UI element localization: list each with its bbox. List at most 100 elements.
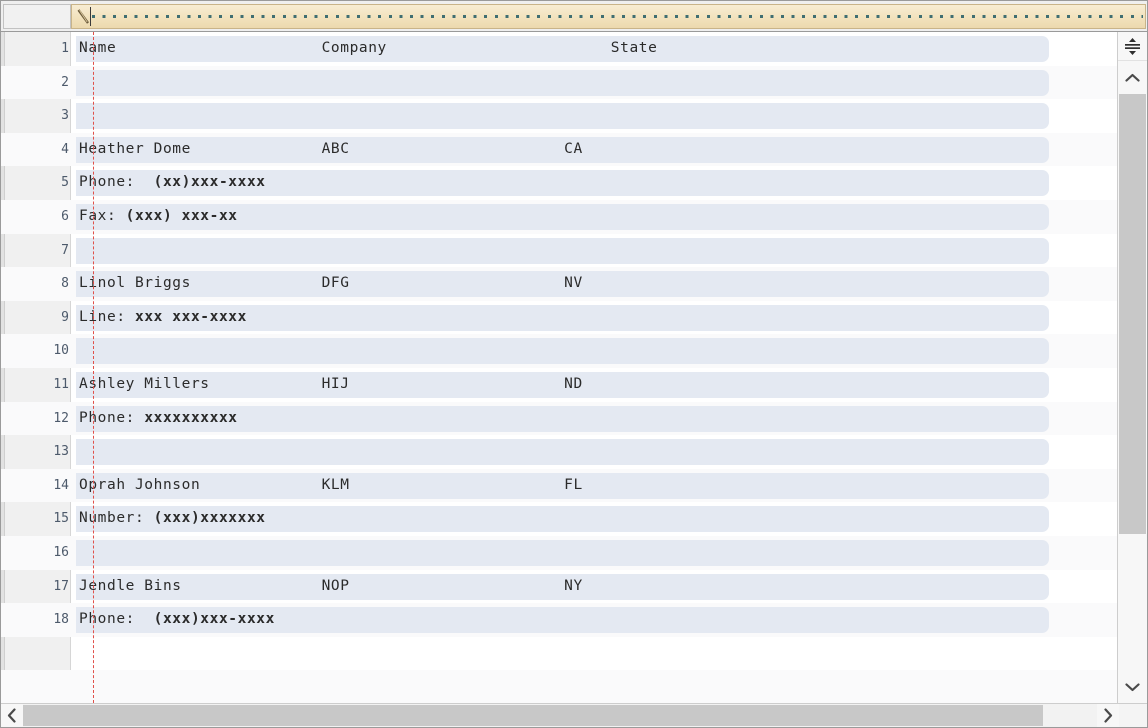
line-text[interactable]: Number: (xxx)xxxxxxx (79, 502, 266, 536)
text-run: Phone: (79, 174, 154, 191)
vertical-scroll-track[interactable] (1118, 94, 1147, 670)
line-highlight-band (76, 271, 1049, 298)
line-highlight-band (76, 304, 1049, 331)
document-line[interactable]: 6 Fax: (xxx) xxx-xx (1, 199, 1117, 234)
text-run-bold: xxxxxxxxxx (144, 409, 238, 426)
line-number: 2 (61, 74, 69, 90)
line-number: 7 (61, 242, 69, 258)
line-number: 12 (53, 410, 69, 426)
line-text[interactable]: Jendle Bins NOP NY (79, 570, 583, 604)
document-line[interactable]: 4 Heather Dome ABC CA (1, 132, 1117, 167)
horizontal-ruler[interactable] (71, 4, 1146, 29)
scroll-down-button[interactable] (1118, 670, 1147, 703)
line-highlight-band (76, 539, 1049, 566)
line-text[interactable]: Phone: (xx)xxx-xxxx (79, 166, 266, 200)
line-number: 4 (61, 141, 69, 157)
document-line[interactable]: 3 (1, 99, 1117, 133)
line-highlight-band (76, 573, 1049, 600)
line-text[interactable]: Phone: (xxx)xxx-xxxx (79, 603, 275, 637)
document-line[interactable]: 2 (1, 65, 1117, 100)
text-run: ABC (190, 140, 350, 157)
document-line[interactable]: 17 Jendle Bins NOP NY (1, 570, 1117, 604)
line-text[interactable]: Name Company State (79, 32, 657, 66)
line-text[interactable]: Ashley Millers HIJ ND (79, 368, 583, 402)
split-pane-icon (1125, 37, 1140, 55)
line-highlight-band (76, 439, 1049, 466)
chevron-up-icon (1125, 73, 1140, 82)
document-line[interactable]: 10 (1, 334, 1117, 368)
line-text[interactable]: Heather Dome ABC CA (79, 133, 583, 167)
editor-area[interactable]: 1 Name Company State 2 3 4 Heather Dome ABC C… (1, 32, 1147, 703)
text-run: Line: (79, 308, 135, 325)
horizontal-scrollbar[interactable] (1, 703, 1147, 727)
line-text[interactable]: Fax: (xxx) xxx-xx (79, 200, 238, 234)
line-text[interactable]: Phone: xxxxxxxxxx (79, 402, 238, 436)
text-run: Phone: (79, 611, 154, 628)
line-highlight-band (76, 237, 1049, 264)
document-line[interactable]: 9 Line: xxx xxx-xxxx (1, 301, 1117, 335)
text-run: Fax: (79, 207, 126, 224)
ruler-strip (1, 1, 1147, 32)
line-number: 18 (53, 612, 69, 628)
scroll-left-button[interactable] (1, 704, 23, 727)
line-highlight-band (76, 472, 1049, 499)
document-line[interactable]: 8 Linol Briggs DFG NV (1, 267, 1117, 301)
scroll-right-button[interactable] (1097, 704, 1119, 727)
horizontal-scroll-track[interactable] (23, 704, 1097, 727)
document-line[interactable]: 7 (1, 234, 1117, 268)
document-line[interactable]: 15 Number: (xxx)xxxxxxx (1, 502, 1117, 536)
text-run: Linol Briggs (79, 275, 191, 292)
line-number: 8 (61, 276, 69, 292)
text-run: Phone: (79, 409, 145, 426)
text-run: CA (349, 140, 583, 157)
document-line[interactable]: 14 Oprah Johnson KLM FL (1, 468, 1117, 503)
text-run: FL (349, 476, 583, 493)
text-run: Ashley Millers (79, 375, 210, 392)
line-number: 13 (53, 444, 69, 460)
line-highlight-band (76, 203, 1049, 230)
line-highlight-band (76, 607, 1049, 634)
vertical-scroll-thumb[interactable] (1119, 94, 1146, 534)
line-highlight-band (76, 371, 1049, 398)
text-run: Heather Dome (79, 140, 191, 157)
chevron-left-icon (7, 708, 16, 723)
line-highlight-band (76, 405, 1049, 432)
line-number: 11 (53, 376, 69, 392)
line-number: 10 (53, 343, 69, 359)
document-lines[interactable]: 1 Name Company State 2 3 4 Heather Dome ABC C… (1, 32, 1117, 703)
scroll-up-button[interactable] (1118, 61, 1147, 94)
vertical-scrollbar[interactable] (1117, 32, 1147, 703)
text-run: Oprah Johnson (79, 476, 201, 493)
document-line[interactable] (1, 670, 1117, 703)
line-number: 16 (53, 544, 69, 560)
line-highlight-band (76, 170, 1049, 197)
document-line[interactable]: 5 Phone: (xx)xxx-xxxx (1, 166, 1117, 200)
text-run: Name (79, 40, 117, 56)
line-number: 14 (53, 477, 69, 493)
split-pane-handle[interactable] (1118, 32, 1147, 61)
line-highlight-band (76, 506, 1049, 533)
line-text[interactable]: Line: xxx xxx-xxxx (79, 301, 247, 335)
text-run: HIJ (209, 375, 350, 392)
document-line[interactable]: 13 (1, 435, 1117, 469)
document-line[interactable]: 12 Phone: xxxxxxxxxx (1, 401, 1117, 436)
document-line[interactable]: 18 Phone: (xxx)xxx-xxxx (1, 603, 1117, 637)
text-run-bold: xxx xxx-xxxx (134, 308, 247, 325)
document-line[interactable]: 11 Ashley Millers HIJ ND (1, 368, 1117, 402)
line-highlight-band (76, 36, 1049, 62)
line-number: 1 (61, 41, 69, 56)
text-run-bold: (xxx) xxx-xx (125, 207, 238, 224)
document-line[interactable] (1, 637, 1117, 671)
line-text[interactable]: Linol Briggs DFG NV (79, 267, 583, 301)
tab-stop-marker-icon[interactable] (77, 8, 90, 25)
document-line[interactable]: 16 (1, 535, 1117, 570)
text-run: Number: (79, 510, 154, 527)
text-run: NY (349, 577, 583, 594)
text-run: Jendle Bins (79, 577, 182, 594)
line-text[interactable]: Oprah Johnson KLM FL (79, 469, 583, 503)
chevron-right-icon (1104, 708, 1113, 723)
document-line[interactable]: 1 Name Company State (1, 32, 1117, 66)
indent-caret-icon[interactable] (90, 7, 91, 26)
horizontal-scroll-thumb[interactable] (23, 705, 1043, 726)
line-number: 9 (61, 309, 69, 325)
